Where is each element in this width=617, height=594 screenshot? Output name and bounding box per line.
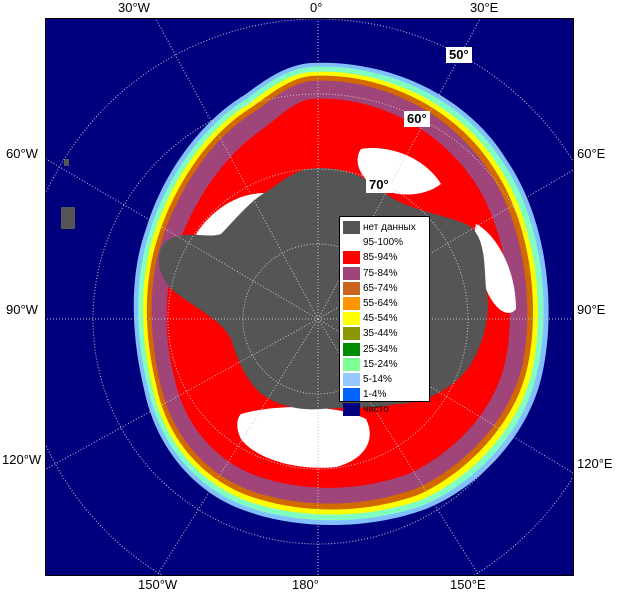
legend-label: 45-54% (363, 313, 398, 325)
legend-item: 95-100% (343, 235, 429, 250)
ice-white-patch (474, 224, 516, 313)
legend-swatch (343, 357, 360, 371)
legend-swatch (343, 327, 360, 341)
lon-label-150w: 150°W (138, 577, 178, 592)
legend-label: 35-44% (363, 328, 398, 340)
legend-swatch (343, 297, 360, 311)
legend-item: 1-4% (343, 387, 429, 402)
legend-swatch (343, 342, 360, 356)
lon-label-150e: 150°E (450, 577, 486, 592)
concentration-legend: нет данных 95-100% 85-94% 75-84% 65-74% 55-64… (339, 216, 430, 417)
legend-item: 15-24% (343, 357, 429, 372)
legend-item: 5-14% (343, 372, 429, 387)
polar-map: 50° 60° 70° (45, 18, 574, 576)
legend-swatch (343, 312, 360, 326)
lon-label-0-top: 0° (310, 0, 323, 15)
legend-label: чисто (363, 404, 389, 416)
legend-label: 1-4% (363, 389, 387, 401)
lon-label-90w: 90°W (6, 302, 38, 317)
lon-label-30e-top: 30°E (470, 0, 499, 15)
legend-swatch (343, 236, 360, 250)
legend-item: 25-34% (343, 342, 429, 357)
legend-item: 55-64% (343, 296, 429, 311)
legend-swatch (343, 403, 360, 417)
legend-label: 5-14% (363, 373, 392, 385)
legend-label: нет данных (363, 222, 416, 234)
legend-item: нет данных (343, 220, 429, 235)
legend-label: 55-64% (363, 298, 398, 310)
legend-label: 25-34% (363, 343, 398, 355)
ice-white-patch (237, 407, 370, 468)
legend-item: 35-44% (343, 326, 429, 341)
legend-item: 45-54% (343, 311, 429, 326)
lon-label-180: 180° (292, 577, 319, 592)
legend-label: 95-100% (363, 237, 404, 249)
legend-label: 65-74% (363, 282, 398, 294)
lon-label-90e: 90°E (577, 302, 606, 317)
legend-swatch (343, 221, 360, 235)
legend-swatch (343, 281, 360, 295)
lat-label-50: 50° (446, 47, 472, 63)
lat-label-70: 70° (366, 177, 392, 193)
legend-swatch (343, 266, 360, 280)
map-canvas (46, 19, 573, 575)
legend-swatch (343, 388, 360, 402)
lon-label-30w-top: 30°W (118, 0, 150, 15)
legend-label: 15-24% (363, 358, 398, 370)
lon-label-120e: 120°E (577, 456, 613, 471)
legend-label: 85-94% (363, 252, 398, 264)
legend-swatch (343, 251, 360, 265)
lon-label-60w: 60°W (6, 146, 38, 161)
legend-item: 75-84% (343, 266, 429, 281)
legend-swatch (343, 372, 360, 386)
land-speck (61, 207, 75, 229)
legend-item: 65-74% (343, 281, 429, 296)
legend-item: 85-94% (343, 250, 429, 265)
legend-label: 75-84% (363, 267, 398, 279)
legend-item: чисто (343, 402, 429, 417)
lon-label-60e: 60°E (577, 146, 606, 161)
land-speck (64, 159, 69, 166)
lon-label-120w: 120°W (2, 452, 42, 467)
lat-label-60: 60° (404, 111, 430, 127)
